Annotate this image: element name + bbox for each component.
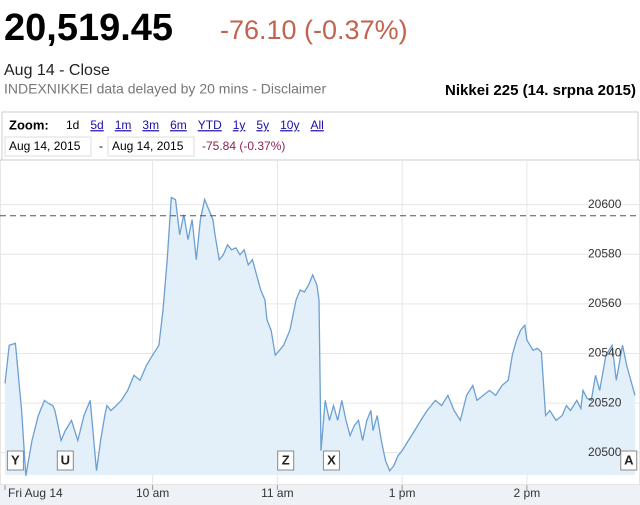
news-flag[interactable]	[620, 450, 638, 471]
end-date[interactable]: Aug 14, 2015	[112, 139, 184, 153]
zoom-option[interactable]: All	[310, 118, 323, 132]
news-flag[interactable]	[277, 450, 295, 471]
zoom-option[interactable]: 10y	[280, 118, 299, 132]
zoom-option[interactable]: 1d	[66, 118, 79, 132]
price: 20,519.45	[4, 7, 173, 49]
plot: Fri Aug 14 10 am 11 am 1 pm 2 pm 20500 20520 20…	[0, 160, 640, 500]
area	[5, 197, 635, 476]
range-change: -75.84 (-0.37%)	[202, 139, 285, 153]
x-tick-label: 2 pm	[514, 486, 541, 500]
zoom-option[interactable]: YTD	[198, 118, 222, 132]
start-date-input[interactable]	[4, 136, 92, 157]
x-tick-label: Fri Aug 14	[8, 486, 63, 500]
line	[4, 196, 636, 476]
y-tick-label: 20500	[588, 445, 622, 459]
news-flag[interactable]	[322, 450, 340, 471]
news-flag-label[interactable]: U	[61, 452, 70, 467]
news-flag-label[interactable]: Z	[282, 452, 290, 467]
y-tick-label: 20600	[588, 197, 622, 211]
zoom-option[interactable]: 3m	[142, 118, 159, 132]
price-change: -76.10 (-0.37%)	[220, 15, 408, 45]
x-tick-label: 10 am	[136, 486, 169, 500]
x-tick-label: 11 am	[261, 486, 293, 500]
end-date-input[interactable]	[107, 136, 195, 157]
y-tick-label: 20540	[588, 346, 622, 360]
zoom-option[interactable]: 5d	[90, 118, 103, 132]
news-flag-label[interactable]: A	[624, 452, 634, 467]
zoom-option[interactable]: 1y	[233, 118, 246, 132]
delay-note: INDEXNIKKEI data delayed by 20 mins - Di…	[4, 81, 326, 97]
y-tick-label: 20520	[588, 395, 622, 409]
zoom-label: Zoom:	[9, 117, 49, 132]
y-tick-label: 20580	[588, 246, 622, 260]
news-flag[interactable]	[6, 450, 24, 471]
x-tick-label: 1 pm	[389, 486, 416, 500]
news-flag-label[interactable]: X	[327, 452, 336, 467]
range-separator: -	[99, 139, 103, 153]
news-flag[interactable]	[56, 450, 74, 471]
x-axis-band	[0, 485, 640, 505]
zoom-option[interactable]: 5y	[256, 118, 269, 132]
status: Aug 14 - Close	[4, 62, 110, 79]
zoom-option[interactable]: 1m	[115, 118, 132, 132]
start-date[interactable]: Aug 14, 2015	[9, 139, 81, 153]
chart-title: Nikkei 225 (14. srpna 2015)	[445, 82, 636, 99]
y-tick-label: 20560	[588, 296, 622, 310]
news-flag-label[interactable]: Y	[11, 452, 20, 467]
zoom-option[interactable]: 6m	[170, 118, 187, 132]
